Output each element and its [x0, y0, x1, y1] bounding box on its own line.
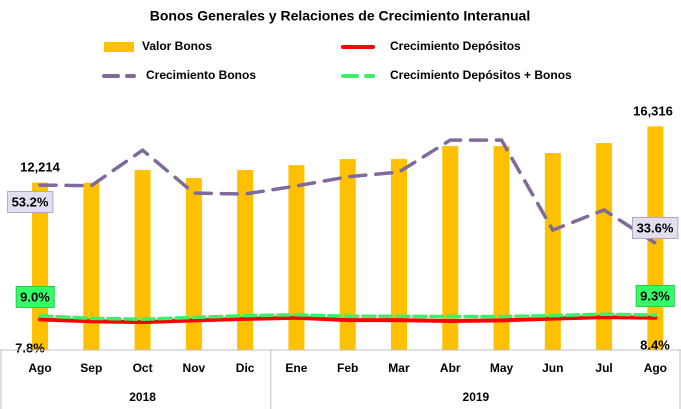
legend-label: Crecimiento Depósitos + Bonos — [390, 68, 572, 82]
label-box — [632, 216, 679, 239]
x-tick-label: Oct — [133, 361, 153, 375]
x-tick-label: Jun — [542, 361, 563, 375]
data-label: 8.4% — [640, 337, 670, 352]
bar — [237, 170, 254, 350]
bar — [442, 146, 459, 350]
bar — [596, 143, 613, 350]
bar — [390, 159, 407, 350]
bar — [339, 159, 356, 350]
legend-label: Crecimiento Depósitos — [390, 39, 521, 53]
line — [38, 312, 658, 321]
x-tick-label: Mar — [388, 361, 410, 375]
data-label: 9.3% — [640, 288, 670, 303]
legend-label: Crecimiento Bonos — [146, 68, 256, 82]
x-tick-label: Nov — [183, 361, 206, 375]
bar — [493, 146, 510, 350]
bar — [32, 182, 49, 350]
label-box — [635, 284, 675, 307]
data-label: 33.6% — [637, 220, 674, 235]
label-box — [15, 285, 55, 308]
chart-title: Bonos Generales y Relaciones de Crecimie… — [150, 8, 530, 24]
x-tick-label: May — [490, 361, 514, 375]
data-label: 53.2% — [12, 194, 49, 209]
bar — [134, 170, 151, 350]
bar — [544, 153, 561, 350]
x-tick-label: Sep — [80, 361, 102, 375]
x-tick-label: Ago — [28, 361, 51, 375]
line — [38, 315, 658, 325]
x-tick-label: Ago — [644, 361, 667, 375]
x-tick-label: Dic — [236, 361, 255, 375]
data-label: 9.0% — [20, 289, 50, 304]
line — [38, 138, 658, 245]
x-tick-label: Ene — [285, 361, 307, 375]
bar — [83, 182, 100, 350]
data-label: 7.8% — [15, 340, 45, 355]
x-tick-label: Feb — [337, 361, 358, 375]
x-tick-label: Jul — [595, 361, 612, 375]
group-label: 2018 — [129, 390, 156, 404]
legend-label: Valor Bonos — [142, 39, 212, 53]
label-box — [7, 190, 54, 213]
bar — [288, 165, 305, 350]
group-label: 2019 — [463, 390, 490, 404]
bar — [185, 178, 202, 350]
legend-swatch — [104, 42, 134, 52]
data-label: 16,316 — [633, 103, 673, 118]
data-label: 12,214 — [20, 159, 61, 174]
x-tick-label: Abr — [440, 361, 461, 375]
